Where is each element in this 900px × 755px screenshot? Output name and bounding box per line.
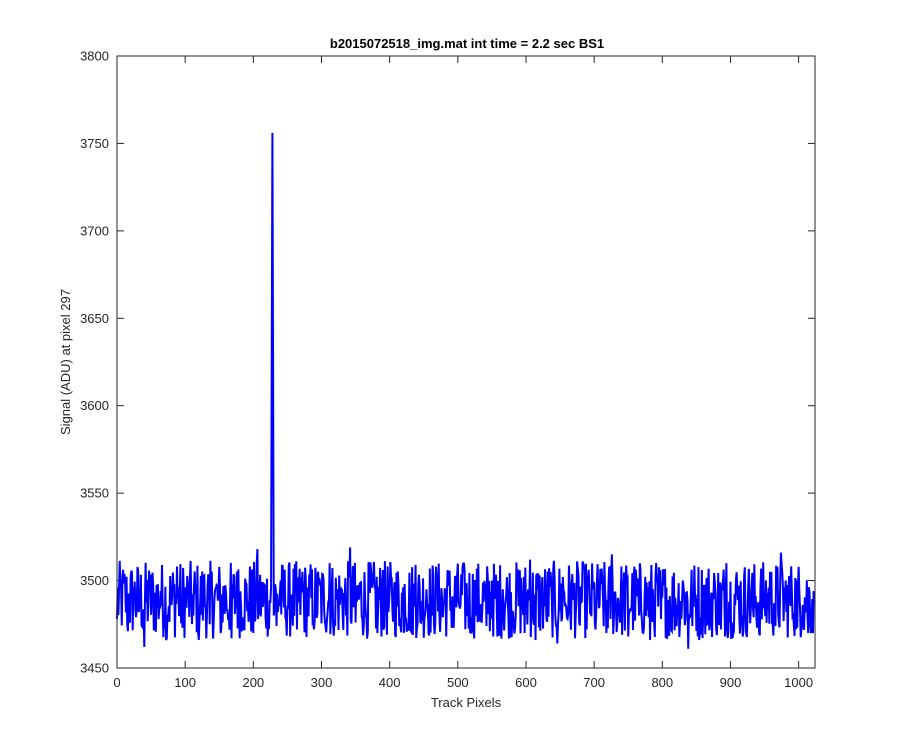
x-tick-label: 1000 bbox=[784, 675, 813, 690]
y-tick-label: 3700 bbox=[80, 223, 109, 238]
axes-background bbox=[117, 56, 815, 668]
x-axis-label: Track Pixels bbox=[431, 695, 502, 710]
series-layer bbox=[116, 132, 815, 649]
y-tick-label: 3750 bbox=[80, 136, 109, 151]
y-tick-label: 3800 bbox=[80, 49, 109, 64]
y-axis-label: Signal (ADU) at pixel 297 bbox=[58, 289, 73, 435]
x-tick-label: 200 bbox=[242, 675, 264, 690]
y-tick-label: 3600 bbox=[80, 398, 109, 413]
x-tick-label: 0 bbox=[113, 675, 120, 690]
chart-title: b2015072518_img.mat int time = 2.2 sec B… bbox=[330, 36, 604, 51]
x-tick-label: 900 bbox=[720, 675, 742, 690]
x-tick-label: 100 bbox=[174, 675, 196, 690]
y-tick-label: 3450 bbox=[80, 661, 109, 676]
x-tick-label: 300 bbox=[311, 675, 333, 690]
x-tick-label: 500 bbox=[447, 675, 469, 690]
y-tick-label: 3650 bbox=[80, 311, 109, 326]
axes-box bbox=[116, 55, 816, 669]
axis-ticks: 0 100 200 300 400 500 600 700 800 900 1000 3450 3500… bbox=[80, 49, 815, 690]
x-tick-label: 700 bbox=[583, 675, 605, 690]
x-tick-label: 400 bbox=[379, 675, 401, 690]
y-tick-label: 3550 bbox=[80, 486, 109, 501]
x-tick-label: 600 bbox=[515, 675, 537, 690]
plot-area bbox=[117, 56, 815, 668]
axes-frame bbox=[116, 55, 816, 669]
y-tick-label: 3500 bbox=[80, 573, 109, 588]
x-tick-label: 800 bbox=[651, 675, 673, 690]
series-line bbox=[116, 132, 815, 649]
